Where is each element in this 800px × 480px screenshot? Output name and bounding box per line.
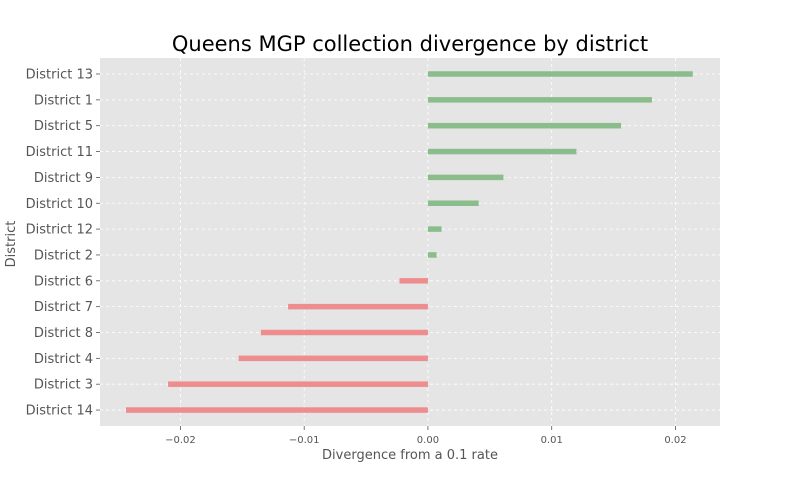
bar-district-9 — [427, 174, 504, 181]
y-tick-label: District 13 — [26, 68, 93, 83]
y-tick-label: District 14 — [26, 404, 93, 419]
chart-title: Queens MGP collection divergence by dist… — [172, 32, 648, 56]
bar-district-10 — [427, 200, 479, 206]
x-tick-label: 0.02 — [664, 435, 686, 446]
bar-district-1 — [427, 97, 652, 103]
x-axis-label: Divergence from a 0.1 rate — [322, 448, 498, 463]
y-tick-label: District 7 — [34, 300, 93, 315]
y-tick-label: District 12 — [26, 223, 93, 238]
y-tick-label: District 4 — [34, 352, 93, 367]
bar-district-3 — [168, 381, 428, 387]
y-tick-label: District 8 — [34, 326, 93, 341]
y-tick-label: District 1 — [34, 93, 93, 108]
y-axis-label: District — [4, 221, 19, 268]
bar-district-11 — [427, 148, 577, 155]
x-tick-label: −0.02 — [165, 435, 196, 446]
x-tick-label: 0.00 — [417, 435, 439, 446]
y-tick-label: District 5 — [34, 119, 93, 134]
bar-district-12 — [427, 226, 442, 232]
y-tick-label: District 2 — [34, 248, 93, 263]
bar-district-5 — [427, 122, 621, 129]
x-tick-label: 0.01 — [541, 435, 563, 446]
bar-district-14 — [125, 407, 428, 413]
bar-district-2 — [427, 252, 437, 258]
y-tick-label: District 6 — [34, 274, 93, 289]
bar-series — [125, 71, 693, 413]
bar-district-13 — [427, 71, 693, 77]
y-tick-label: District 11 — [26, 145, 93, 160]
x-axis-ticks: −0.02 −0.01 0.00 0.01 0.02 — [165, 426, 687, 446]
y-axis-ticks: District 13 District 1 District 5 District … — [26, 68, 100, 419]
y-tick-label: District 10 — [26, 197, 93, 212]
bar-district-4 — [238, 355, 428, 362]
bar-district-6 — [399, 278, 428, 284]
bar-district-8 — [260, 329, 428, 336]
y-tick-label: District 3 — [34, 378, 93, 393]
y-tick-label: District 9 — [34, 171, 93, 186]
bar-district-7 — [288, 303, 428, 310]
x-tick-label: −0.01 — [289, 435, 320, 446]
plot-area — [100, 58, 720, 426]
